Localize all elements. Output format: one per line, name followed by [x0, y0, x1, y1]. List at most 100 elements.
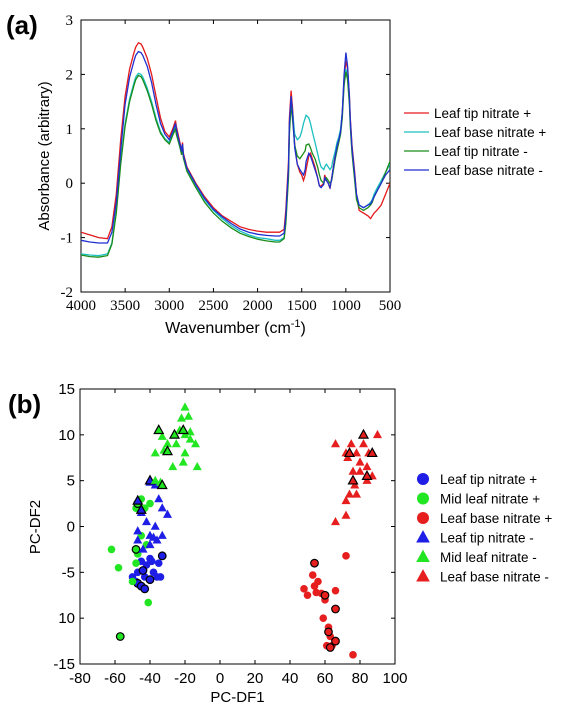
panel-a-xlabel-tail: ) — [301, 320, 306, 337]
panel-a-ytick-label: 3 — [66, 13, 74, 29]
panel-b-point-5 — [341, 510, 351, 519]
panel-b-point-4 — [180, 402, 190, 411]
panel-b-point-3 — [148, 532, 159, 541]
panel-b-point-5 — [344, 489, 355, 498]
panel-a-label: (a) — [6, 10, 38, 40]
panel-b-point-1 — [132, 559, 140, 567]
panel-b-point-0 — [147, 557, 156, 566]
panel-b-point-3 — [133, 535, 143, 544]
panel-b-ytick-label: -5 — [62, 564, 75, 581]
panel-b-ytick-label: 10 — [58, 427, 75, 444]
panel-b-point-2 — [319, 614, 328, 622]
panel-a-xtick-label: 500 — [379, 298, 402, 314]
panel-b-point-5 — [341, 495, 351, 505]
panel-b-point-outlined-0 — [138, 566, 148, 575]
panel-a-ytick-label: 1 — [66, 122, 74, 138]
panel-a-plot-frame — [80, 19, 391, 293]
panel-b-point-5 — [358, 439, 369, 448]
panel-b-point-4 — [185, 434, 195, 443]
panel-b-point-3 — [145, 539, 155, 549]
panel-a-series-line-3 — [81, 50, 390, 244]
panel-b-point-3 — [157, 503, 167, 512]
panel-b-point-1 — [128, 577, 137, 586]
panel-b-point-4 — [157, 431, 167, 440]
panel-a-xtick-label: 3500 — [110, 298, 140, 314]
panel-b-point-5 — [330, 439, 341, 448]
panel-b-point-0 — [154, 559, 163, 567]
panel-b-point-outlined-0 — [145, 575, 155, 585]
panel-b-xtick-label: -40 — [139, 670, 161, 687]
panel-a-xlabel: Wavenumber (cm-1) — [165, 318, 306, 337]
panel-b-point-outlined-2 — [331, 604, 340, 614]
panel-a-xtick-label: 3000 — [154, 298, 184, 314]
panel-b-xlabel: PC-DF1 — [210, 689, 264, 706]
panel-a-xlabel-sup: -1 — [291, 318, 301, 330]
panel-a-xlabel-main: Wavenumber (cm — [165, 320, 291, 337]
panel-b-legend-label: Leaf base nitrate + — [440, 511, 552, 526]
panel-b-legend-marker — [416, 530, 430, 543]
panel-b-point-3 — [138, 544, 148, 553]
panel-b-point-2 — [342, 552, 350, 560]
panel-b-legend-label: Leaf base nitrate - — [440, 570, 549, 585]
panel-b-point-4 — [178, 457, 188, 466]
panel-a-lines — [81, 41, 390, 258]
panel-b-point-outlined-0 — [157, 551, 167, 561]
panel-b-point-1 — [107, 545, 116, 554]
panel-b-point-5 — [355, 466, 365, 475]
panel-b-ytick-label: -15 — [53, 656, 75, 673]
panel-b-legend-marker — [417, 473, 429, 485]
panel-a-ytick-label: 0 — [66, 176, 74, 192]
panel-b-point-outlined-4 — [156, 479, 168, 490]
panel-b-point-2 — [308, 571, 317, 579]
panel-b-point-5 — [362, 462, 372, 471]
panel-b-point-outlined-1 — [131, 545, 141, 554]
panel-b-points — [107, 402, 383, 659]
panel-b-xtick-label: -60 — [104, 670, 126, 687]
panel-a-series-line-2 — [81, 71, 390, 258]
panel-a-legend-label: Leaf base nitrate - — [434, 163, 543, 178]
panel-b-point-5 — [351, 489, 362, 498]
panel-b-ytick-label: 5 — [67, 473, 75, 490]
panel-b-point-2 — [300, 585, 308, 593]
panel-b-point-2 — [303, 591, 312, 600]
panel-b-xtick-label: -20 — [174, 670, 196, 687]
panel-b-point-4 — [171, 439, 181, 448]
panel-b-legend-label: Mid leaf nitrate - — [440, 550, 537, 565]
panel-b-xtick-label: 60 — [317, 670, 334, 687]
panel-b-xtick-label: 40 — [282, 670, 299, 687]
panel-b-xtick-label: 80 — [352, 670, 369, 687]
panel-b-label: (b) — [8, 389, 41, 419]
panel-b-legend-marker — [417, 512, 429, 524]
panel-b-xtick-label: 100 — [382, 670, 407, 687]
panel-a-legend-label: Leaf base nitrate + — [434, 125, 546, 140]
panel-b-point-2 — [349, 651, 357, 659]
panel-b-point-4 — [190, 439, 201, 448]
panel-b-point-outlined-2 — [331, 636, 340, 646]
panel-b-point-3 — [162, 509, 173, 518]
panel-a-xtick-label: 1500 — [287, 298, 317, 314]
panel-b-legend-marker — [416, 549, 430, 562]
panel-b-point-outlined-2 — [320, 590, 330, 600]
panel-b-xtick-label: -80 — [69, 670, 91, 687]
panel-b-point-5 — [346, 439, 356, 448]
panel-b-point-0 — [156, 573, 165, 581]
panel-b-point-outlined-4 — [177, 424, 189, 435]
panel-b-point-3 — [157, 530, 167, 539]
panel-b-legend-label: Leaf tip nitrate - — [440, 531, 534, 546]
panel-b-point-outlined-0 — [140, 584, 150, 594]
panel-b-point-5 — [348, 466, 358, 475]
panel-b-point-outlined-3 — [132, 494, 144, 505]
panel-a-legend-label: Leaf tip nitrate - — [434, 144, 528, 159]
panel-b-point-outlined-2 — [325, 643, 335, 652]
panel-b-ytick-label: 10 — [58, 610, 75, 627]
panel-b-ylabel: PC-DF2 — [27, 500, 44, 554]
panel-b-legend-marker — [416, 569, 430, 582]
panel-b-point-outlined-2 — [310, 558, 319, 568]
panel-b-plot-frame — [79, 388, 396, 665]
panel-b-point-5 — [355, 457, 365, 466]
panel-b-point-1 — [144, 598, 153, 607]
panel-b-legend-label: Leaf tip nitrate + — [440, 472, 537, 487]
panel-a-xtick-label: 4000 — [66, 298, 96, 314]
panel-b-ytick-label: 0 — [67, 519, 75, 536]
